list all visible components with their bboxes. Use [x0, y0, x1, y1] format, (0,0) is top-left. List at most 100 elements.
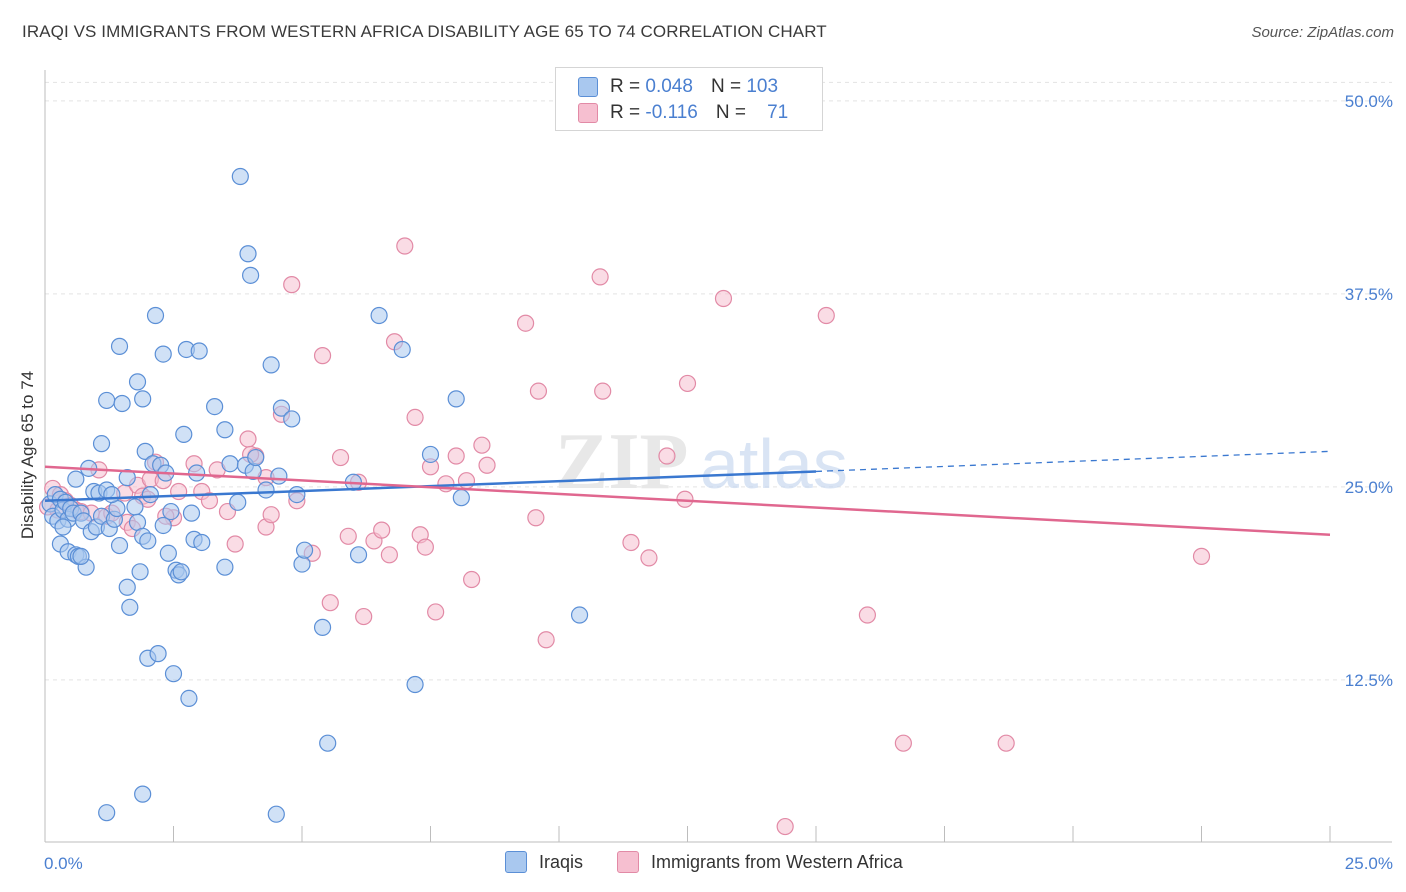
western-africa-point [380, 546, 398, 564]
iraqis-point [67, 470, 85, 488]
legend-row-western-africa: R = -0.116 N = 71 [578, 100, 788, 126]
iraqis-point [92, 435, 111, 453]
iraqis-point [136, 442, 154, 460]
iraqis-point [193, 533, 211, 552]
western-africa-swatch [578, 103, 598, 123]
iraqis-point [295, 541, 314, 559]
western-africa-point [396, 237, 414, 255]
x-tick-label: 0.0% [44, 854, 83, 873]
iraqis-point [110, 536, 129, 555]
iraqis-point [134, 390, 152, 408]
iraqis-point [182, 504, 201, 522]
western-africa-point [714, 289, 733, 308]
iraqis-point [72, 547, 90, 565]
iraqis-point [231, 167, 249, 186]
western-africa-point [262, 506, 280, 524]
iraqis-point [113, 394, 131, 413]
western-africa-point [529, 382, 548, 400]
watermark-atlas: atlas [700, 425, 848, 503]
iraqis-point [110, 337, 129, 355]
western-africa-point [678, 374, 697, 393]
iraqis-point [216, 421, 234, 439]
western-africa-point [200, 492, 219, 510]
western-africa-point [591, 268, 609, 286]
legend-r-value: 0.048 [645, 76, 693, 97]
legend-n-label: N = [710, 76, 742, 97]
western-africa-point [858, 606, 877, 624]
iraqis-point [118, 578, 136, 596]
western-africa-trend-line [44, 465, 1331, 536]
series-legend: Iraqis Immigrants from Western Africa [0, 851, 1406, 879]
iraqis-point [570, 606, 589, 624]
iraqis-legend-swatch [505, 851, 527, 873]
iraqis-point [146, 306, 165, 325]
iraqis-point [272, 399, 291, 417]
iraqis-point [293, 555, 311, 573]
y-tick-label: 37.5% [1345, 285, 1393, 304]
source-label: Source: ZipAtlas.com [1251, 24, 1394, 41]
western-africa-point [622, 533, 640, 552]
legend-r-value: -0.116 [645, 102, 698, 123]
iraqis-point [180, 689, 198, 708]
iraqis-point [98, 804, 116, 822]
iraqis-point [141, 486, 159, 504]
iraqis-point [149, 645, 167, 663]
legend-r-label: R = [610, 76, 641, 97]
legend-n-value: 103 [746, 76, 779, 97]
iraqis-point [118, 469, 136, 487]
iraqis-point [128, 373, 147, 391]
iraqis-point [242, 266, 260, 284]
iraqis-point [349, 546, 368, 564]
iraqis-point [131, 563, 149, 581]
legend-r-label: R = [610, 102, 641, 123]
western-africa-point [537, 631, 555, 649]
iraqis-point [229, 493, 247, 511]
y-tick-label: 25.0% [1345, 478, 1393, 497]
iraqis-point [98, 391, 116, 410]
iraqis-swatch [578, 77, 598, 97]
iraqis-point [190, 342, 208, 360]
western-africa-point [416, 538, 434, 556]
western-africa-point [658, 447, 676, 465]
iraqis-point [283, 410, 301, 428]
western-africa-point [339, 527, 357, 545]
iraqis-point [206, 397, 224, 416]
western-africa-point [406, 408, 424, 426]
western-africa-point [226, 535, 244, 553]
western-africa-point [594, 382, 612, 400]
iraqis-point [270, 467, 288, 485]
western-africa-point [516, 314, 535, 332]
western-africa-point [997, 734, 1015, 752]
iraqis-point [54, 518, 72, 536]
iraqis-point [134, 785, 152, 803]
legend-n-value: 71 [767, 102, 789, 123]
legend-label-iraqis: Iraqis [539, 851, 584, 872]
western-africa-point [313, 347, 332, 365]
western-africa-point [239, 430, 257, 448]
western-africa-point [457, 472, 476, 490]
iraqis-point [221, 455, 239, 473]
western-africa-legend-swatch [617, 851, 639, 873]
western-africa-point [473, 436, 491, 454]
iraqis-point [319, 734, 337, 752]
western-africa-point [355, 607, 373, 626]
iraqis-point [139, 532, 157, 550]
western-africa-point [427, 603, 445, 621]
y-axis-label: Disability Age 65 to 74 [18, 370, 37, 540]
iraqis-point [447, 390, 465, 408]
stats-legend: R = 0.048 N = 103 R = -0.116 N = 71 [555, 67, 823, 131]
iraqis-point [370, 306, 388, 325]
iraqis-point [154, 345, 172, 363]
iraqis-point [121, 598, 139, 616]
iraqis-point [393, 340, 411, 359]
chart-title: IRAQI VS IMMIGRANTS FROM WESTERN AFRICA … [22, 22, 827, 41]
western-africa-point [1192, 547, 1211, 565]
legend-item-western-africa[interactable]: Immigrants from Western Africa [617, 851, 903, 873]
iraqis-point [164, 665, 183, 683]
legend-item-iraqis[interactable]: Iraqis [505, 851, 583, 873]
iraqis-point [188, 464, 206, 482]
western-africa-point [776, 817, 794, 836]
iraqis-point [247, 448, 265, 467]
western-africa-point [331, 448, 350, 467]
western-africa-point [447, 447, 465, 465]
